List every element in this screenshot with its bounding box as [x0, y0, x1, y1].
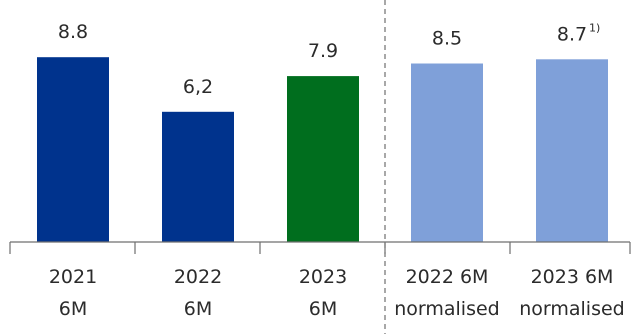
category-label-3-line-1: normalised	[394, 298, 500, 320]
category-label-0-line-1: 6M	[59, 298, 87, 320]
value-label-3: 8.5	[432, 28, 462, 50]
bar-1	[162, 111, 234, 242]
value-footnote-4: 1)	[589, 21, 600, 34]
bar-3	[411, 63, 483, 242]
value-label-1: 6,2	[183, 76, 213, 98]
value-label-4: 8.7	[557, 23, 587, 45]
bar-4	[536, 59, 608, 242]
bar-0	[37, 57, 109, 243]
category-label-1-line-0: 2022	[174, 266, 222, 288]
category-label-4-line-0: 2023 6M	[531, 266, 614, 288]
category-label-0-line-0: 2021	[49, 266, 97, 288]
bar-2	[287, 76, 359, 242]
category-label-2-line-0: 2023	[299, 266, 347, 288]
value-label-2: 7.9	[308, 40, 338, 62]
category-label-2-line-1: 6M	[309, 298, 337, 320]
category-label-3-line-0: 2022 6M	[406, 266, 489, 288]
category-label-1-line-1: 6M	[184, 298, 212, 320]
value-label-0: 8.8	[58, 21, 88, 43]
category-label-4-line-1: normalised	[519, 298, 625, 320]
